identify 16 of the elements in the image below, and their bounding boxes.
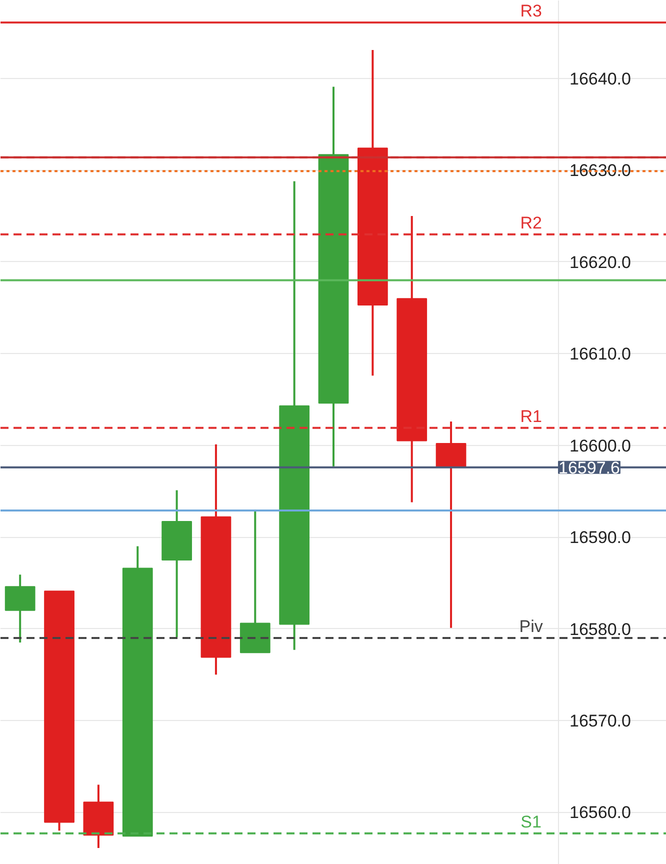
ref-line-label: R3 xyxy=(520,2,542,21)
ref-line-label: 16597.6 xyxy=(558,458,620,478)
candlestick xyxy=(436,420,466,629)
y-tick-label: 16610.0 xyxy=(570,344,631,364)
ref-line-label: S1 xyxy=(520,812,542,832)
ref-line-label: Piv xyxy=(519,616,544,636)
ref-line-label: R1 xyxy=(520,406,542,426)
y-tick-label: 16560.0 xyxy=(570,803,631,822)
y-tick-label: 16630.0 xyxy=(570,161,631,180)
y-tick-label: 16620.0 xyxy=(570,252,631,272)
y-tick-label: 16590.0 xyxy=(570,528,631,548)
y-tick-label: 16580.0 xyxy=(570,620,631,639)
ref-line-label: R2 xyxy=(520,213,542,232)
y-tick-label: 16640.0 xyxy=(570,69,631,88)
y-tick-label: 16570.0 xyxy=(570,712,631,730)
y-tick-label: 16600.0 xyxy=(570,436,631,456)
